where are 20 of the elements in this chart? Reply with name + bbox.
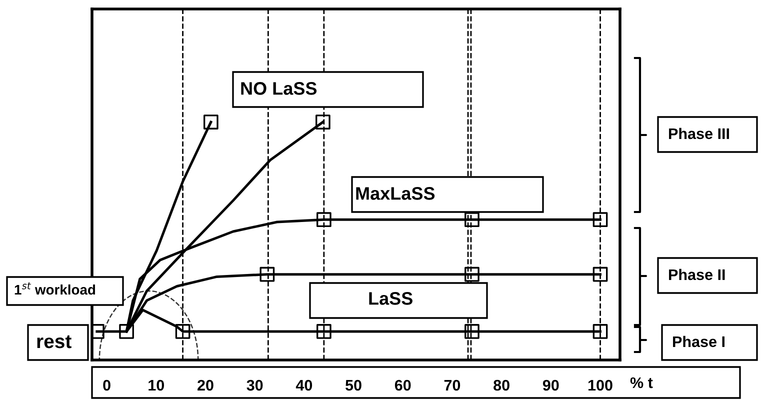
annotation: 1$^{st}$ workload xyxy=(14,282,96,295)
x-tick-label: 40 xyxy=(296,380,312,391)
x-tick-label: 80 xyxy=(494,380,510,391)
text: Phase II xyxy=(669,268,725,280)
x-tick-label: 50 xyxy=(346,380,362,391)
annotation: MaxLaSS xyxy=(356,187,435,200)
x-tick-label: 20 xyxy=(198,380,214,391)
x-tick-label: 90 xyxy=(542,380,559,391)
x-axis-title: % t xyxy=(630,377,653,388)
text: NO LaSS xyxy=(241,82,317,95)
text: Phase III xyxy=(669,128,729,140)
x-tick-label: 10 xyxy=(148,380,164,391)
x-tick-label: 100 xyxy=(588,380,612,391)
text: Phase I xyxy=(673,336,724,348)
text: rest xyxy=(37,335,72,348)
x-tick-label: 60 xyxy=(394,380,411,391)
annotation: LaSS xyxy=(369,292,412,305)
x-tick-label: 30 xyxy=(246,380,263,391)
x-tick-label: 0 xyxy=(103,380,110,391)
x-tick-label: 70 xyxy=(444,380,460,391)
